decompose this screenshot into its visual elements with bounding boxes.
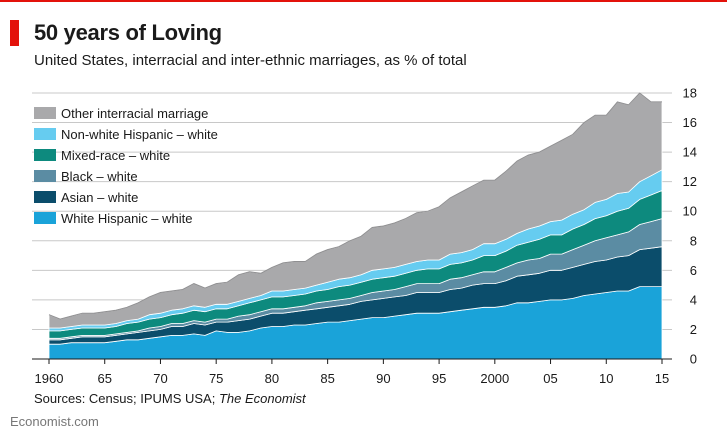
legend-label: Asian – white — [61, 190, 138, 205]
chart-title: 50 years of Loving — [34, 20, 222, 45]
x-tick-label: 05 — [543, 371, 557, 385]
legend-label: Mixed-race – white — [61, 148, 170, 163]
legend-swatch — [34, 191, 56, 203]
x-tick-label: 1960 — [35, 371, 64, 385]
y-tick-label: 0 — [690, 352, 697, 367]
legend-label: Black – white — [61, 169, 138, 184]
legend-swatch — [34, 107, 56, 119]
source-text: Sources: Census; IPUMS USA; — [34, 391, 219, 406]
brand-credit: Economist.com — [10, 414, 99, 429]
legend-label: Other interracial marriage — [61, 106, 208, 121]
red-tag-marker — [10, 20, 19, 46]
x-tick-label: 10 — [599, 371, 613, 385]
x-tick-label: 95 — [432, 371, 446, 385]
x-tick-label: 2000 — [480, 371, 509, 385]
legend-swatch — [34, 149, 56, 161]
y-tick-label: 2 — [690, 322, 697, 337]
top-rule — [0, 0, 727, 2]
y-tick-label: 18 — [683, 86, 697, 101]
stacked-area-chart: 0 2 4 6 8 10 12 14 16 18 1960 65 70 75 80 85 90 95 2000 05 1… — [32, 86, 697, 385]
chart-subtitle: United States, interracial and inter-eth… — [34, 52, 467, 69]
source-italic: The Economist — [218, 391, 306, 406]
x-tick-label: 65 — [97, 371, 111, 385]
y-tick-label: 6 — [690, 263, 697, 278]
y-tick-label: 14 — [683, 145, 697, 160]
y-tick-label: 4 — [690, 292, 697, 307]
legend-swatch — [34, 128, 56, 140]
legend-swatch — [34, 212, 56, 224]
x-tick-label: 85 — [320, 371, 334, 385]
x-tick-label: 90 — [376, 371, 390, 385]
source-note: Sources: Census; IPUMS USA; The Economis… — [34, 391, 306, 406]
x-tick-label: 15 — [655, 371, 669, 385]
x-tick-label: 70 — [153, 371, 167, 385]
y-tick-label: 12 — [683, 174, 697, 189]
x-tick-label: 75 — [209, 371, 223, 385]
legend-label: White Hispanic – white — [61, 211, 193, 226]
x-tick-label: 80 — [265, 371, 279, 385]
total-outline — [48, 92, 662, 320]
y-tick-label: 8 — [690, 233, 697, 248]
y-tick-label: 10 — [683, 204, 697, 219]
legend-label: Non-white Hispanic – white — [61, 127, 218, 142]
legend-swatch — [34, 170, 56, 182]
y-tick-label: 16 — [683, 115, 697, 130]
